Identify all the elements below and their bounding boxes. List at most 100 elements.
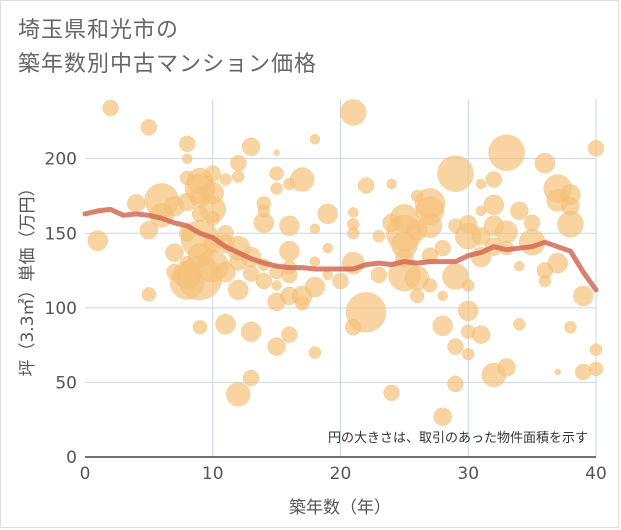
data-bubble (269, 166, 284, 181)
data-bubble (437, 290, 448, 302)
data-bubble (309, 223, 321, 235)
data-bubble (192, 319, 208, 335)
data-bubble (345, 292, 387, 333)
data-bubble (437, 155, 474, 192)
data-bubble (433, 407, 452, 426)
chart-title: 埼玉県和光市の 築年数別中古マンション価格 (18, 14, 317, 82)
data-bubble (308, 346, 322, 359)
data-bubble (219, 173, 232, 186)
data-bubble (279, 215, 300, 237)
data-bubble (241, 137, 261, 156)
data-bubble (386, 178, 397, 190)
data-bubble (372, 229, 386, 243)
data-bubble (273, 149, 280, 156)
data-bubble (140, 119, 158, 136)
y-tick-labels: 0 50 100 150 200 (45, 150, 77, 468)
data-bubble (309, 256, 321, 267)
data-bubble (294, 296, 310, 311)
x-tick-label: 30 (457, 464, 479, 484)
data-bubble (215, 313, 236, 335)
data-bubble (267, 337, 286, 356)
data-bubble (564, 320, 577, 334)
data-bubble (141, 287, 157, 302)
data-bubble (178, 135, 196, 152)
data-bubble (232, 170, 245, 183)
data-bubble (510, 201, 529, 221)
data-bubble (547, 252, 568, 274)
y-tick-label: 0 (66, 448, 77, 468)
x-tick-label: 0 (80, 464, 91, 484)
data-bubble (483, 194, 505, 216)
data-bubble (432, 315, 453, 336)
data-bubble (574, 363, 592, 381)
data-bubble (588, 361, 604, 377)
x-tick-label: 10 (202, 464, 224, 484)
data-bubble (226, 382, 251, 407)
data-bubble (513, 317, 526, 331)
data-bubble (370, 266, 388, 284)
data-bubble (279, 240, 300, 262)
y-tick-label: 150 (45, 224, 77, 244)
data-bubble (434, 239, 451, 257)
data-bubble (281, 326, 298, 343)
data-bubble (534, 152, 556, 174)
data-bubble (317, 203, 338, 225)
data-bubble (332, 272, 349, 290)
data-bubble (139, 221, 159, 240)
data-bubble (253, 212, 275, 234)
y-tick-label: 50 (55, 373, 77, 393)
x-axis-label: 築年数（年） (289, 498, 391, 518)
data-bubble (587, 139, 605, 157)
data-bubble (471, 325, 491, 344)
data-bubble (447, 338, 464, 355)
data-bubble (181, 153, 193, 164)
data-bubble (102, 99, 119, 117)
data-bubble (242, 369, 260, 387)
data-bubble (255, 272, 273, 290)
data-bubble (357, 177, 375, 194)
data-bubble (165, 243, 184, 262)
size-annotation: 円の大きさは、取引のあった物件面積を示す (328, 431, 588, 446)
data-bubble (309, 134, 321, 145)
x-tick-label: 20 (330, 464, 352, 484)
data-bubble (204, 165, 221, 182)
data-bubble (475, 178, 487, 190)
x-tick-labels: 0 10 20 30 40 (80, 464, 607, 484)
data-bubble (557, 211, 584, 238)
data-bubble (205, 211, 220, 226)
data-bubble (495, 220, 518, 244)
data-bubble (240, 321, 262, 342)
data-bubble (228, 279, 249, 301)
data-bubble (462, 279, 475, 292)
data-bubble (230, 154, 247, 172)
data-bubble (347, 227, 360, 240)
data-bubble (340, 99, 367, 126)
data-bubble (289, 167, 315, 192)
trend-line (82, 206, 599, 293)
data-bubble (422, 278, 438, 293)
data-bubble (304, 276, 326, 298)
data-bubble (271, 280, 282, 291)
data-bubble (462, 347, 475, 361)
data-bubble (409, 288, 425, 304)
y-tick-label: 200 (45, 150, 77, 170)
title-line-1: 埼玉県和光市の (18, 18, 180, 43)
title-line-2: 築年数別中古マンション価格 (18, 52, 318, 77)
data-bubble (538, 274, 552, 288)
data-bubble (87, 230, 109, 251)
data-bubble (514, 260, 525, 272)
y-axis-label: 坪（3.3㎡）単価（万円） (18, 179, 38, 376)
data-bubble (383, 384, 400, 402)
data-bubble (270, 182, 283, 195)
data-bubble (242, 265, 260, 282)
data-bubble (417, 213, 443, 239)
data-bubble (485, 171, 503, 188)
y-tick-label: 100 (45, 299, 77, 319)
data-bubble (572, 285, 594, 307)
data-bubble (215, 261, 236, 283)
data-bubble (458, 300, 479, 322)
data-bubble (488, 134, 525, 171)
data-bubble (348, 207, 359, 218)
data-bubble (322, 242, 333, 254)
